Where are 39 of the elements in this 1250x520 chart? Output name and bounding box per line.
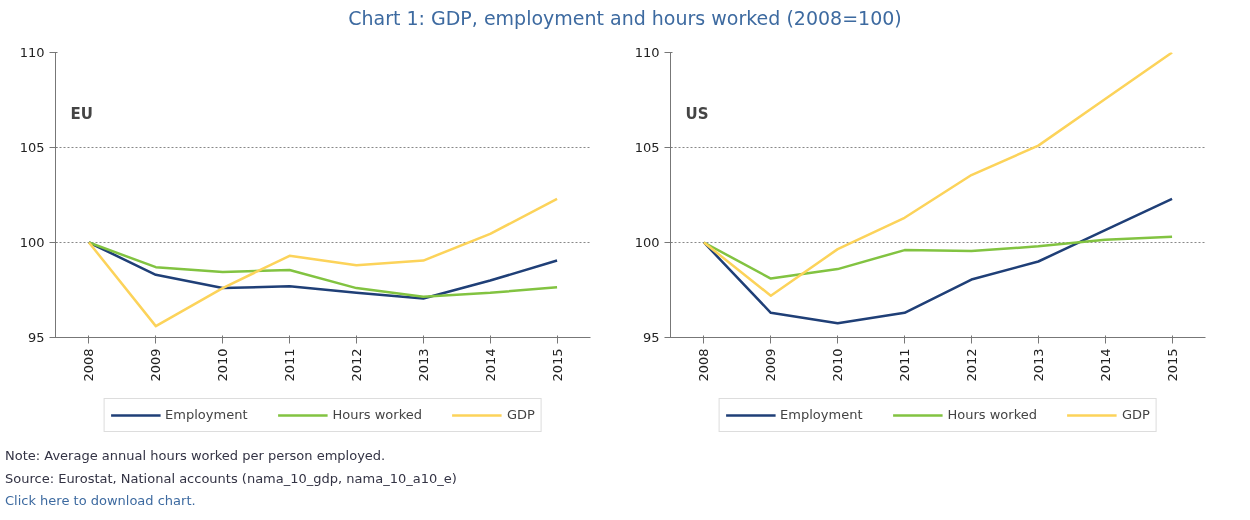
y-tick-label: 95 xyxy=(27,330,45,345)
legend-label: Hours worked xyxy=(332,407,422,422)
legend-label: Employment xyxy=(165,407,248,422)
x-tick-label: 2008 xyxy=(81,348,97,382)
x-tick-label: 2011 xyxy=(897,348,913,382)
legend-label: Employment xyxy=(780,407,863,422)
x-tick-label: 2015 xyxy=(1164,348,1180,382)
y-tick-label: 110 xyxy=(634,45,660,60)
x-tick-label: 2008 xyxy=(696,348,712,382)
text: EU xyxy=(70,104,93,123)
x-tick-label: 2010 xyxy=(830,348,846,382)
text: US xyxy=(685,104,709,123)
x-tick-label: 2012 xyxy=(963,348,979,382)
y-tick-label: 110 xyxy=(19,45,45,60)
y-tick-label: 105 xyxy=(634,140,660,155)
x-tick-label: 2009 xyxy=(763,348,779,382)
x-tick-label: 2013 xyxy=(415,348,431,382)
y-tick-label: 95 xyxy=(642,330,660,345)
line-series xyxy=(702,197,1174,325)
y-tick-label: 105 xyxy=(19,140,45,155)
text: Note: Average annual hours worked per person employed. xyxy=(5,447,387,465)
x-tick-label: 2014 xyxy=(1097,348,1113,382)
x-tick-label: 2013 xyxy=(1030,348,1046,382)
x-tick-label: 2010 xyxy=(215,348,231,382)
x-tick-label: 2011 xyxy=(282,348,298,382)
x-tick-label: 2012 xyxy=(348,348,364,382)
x-tick-label: 2009 xyxy=(148,348,164,382)
y-tick-label: 100 xyxy=(19,235,45,250)
line-series xyxy=(87,197,559,328)
legend-label: Hours worked xyxy=(947,407,1037,422)
y-tick-label: 100 xyxy=(634,235,660,250)
caption: Chart 1: GDP, employment and hours worked (2008=100) xyxy=(348,6,902,31)
text: Click here to download chart. xyxy=(5,492,197,511)
line-series xyxy=(702,235,1174,280)
x-tick-label: 2014 xyxy=(482,348,498,382)
x-tick-label: 2015 xyxy=(549,348,565,382)
legend-label: GDP xyxy=(506,407,535,422)
source-note: Source: Eurostat, National accounts (nama_10_gdp, nama_10_a10_e) xyxy=(5,469,457,488)
legend-label: GDP xyxy=(1121,407,1150,422)
